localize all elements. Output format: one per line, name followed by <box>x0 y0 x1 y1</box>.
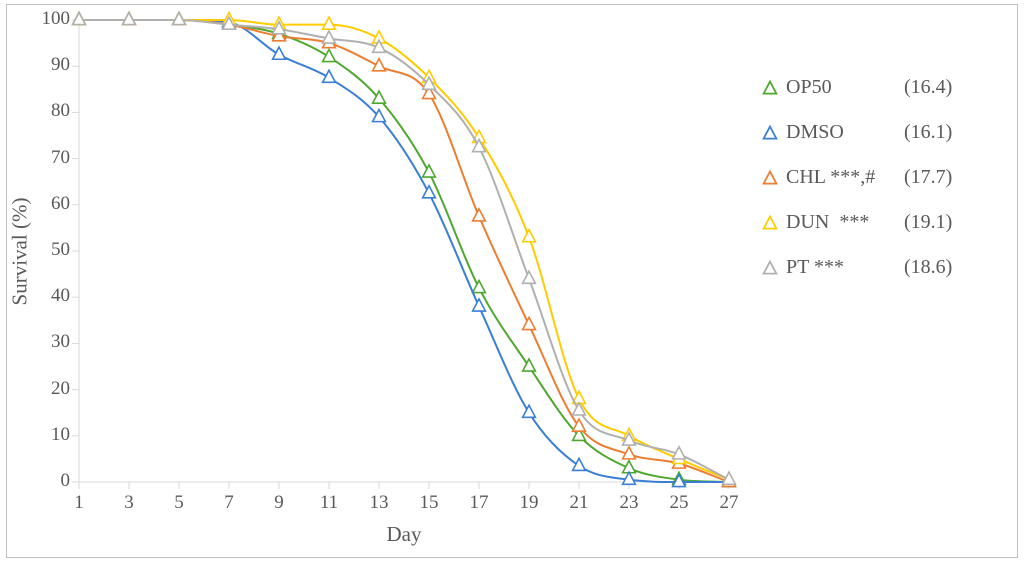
legend-series-label: DMSO <box>786 121 904 144</box>
legend-item-chl: CHL ***,#(17.7) <box>760 166 1010 189</box>
y-tick-label: 90 <box>32 54 70 76</box>
triangle-marker-icon <box>760 215 780 231</box>
x-tick-label: 19 <box>517 492 541 514</box>
x-tick-label: 7 <box>217 492 241 514</box>
x-tick-label: 25 <box>667 492 691 514</box>
x-tick-label: 1 <box>67 492 91 514</box>
x-tick-label: 17 <box>467 492 491 514</box>
legend-item-pt: PT ***(18.6) <box>760 256 1010 279</box>
x-axis-label: Day <box>79 522 729 547</box>
legend-series-label: OP50 <box>786 76 904 99</box>
y-tick-label: 10 <box>32 424 70 446</box>
y-tick-label: 50 <box>32 239 70 261</box>
x-tick-label: 9 <box>267 492 291 514</box>
legend-item-dmso: DMSO(16.1) <box>760 121 1010 144</box>
triangle-marker-icon <box>760 260 780 276</box>
x-tick-label: 23 <box>617 492 641 514</box>
legend-series-label: CHL ***,# <box>786 166 904 189</box>
plot-area <box>79 20 729 482</box>
x-tick-label: 5 <box>167 492 191 514</box>
y-tick-label: 20 <box>32 378 70 400</box>
legend-item-op50: OP50(16.4) <box>760 76 1010 99</box>
y-axis-label: Survival (%) <box>10 20 30 482</box>
legend-series-label: PT *** <box>786 256 904 279</box>
x-tick-label: 15 <box>417 492 441 514</box>
y-tick-label: 40 <box>32 285 70 307</box>
y-tick-label: 60 <box>32 193 70 215</box>
triangle-marker-icon <box>760 125 780 141</box>
legend-series-value: (19.1) <box>904 211 952 234</box>
legend-series-value: (16.1) <box>904 121 952 144</box>
x-tick-label: 3 <box>117 492 141 514</box>
x-tick-label: 11 <box>317 492 341 514</box>
y-tick-label: 100 <box>32 8 70 30</box>
x-tick-label: 27 <box>717 492 741 514</box>
x-tick-label: 21 <box>567 492 591 514</box>
legend-series-value: (18.6) <box>904 256 952 279</box>
y-tick-label: 70 <box>32 147 70 169</box>
legend-series-value: (17.7) <box>904 166 952 189</box>
legend-series-label: DUN *** <box>786 211 904 234</box>
triangle-marker-icon <box>760 80 780 96</box>
x-tick-label: 13 <box>367 492 391 514</box>
legend-series-value: (16.4) <box>904 76 952 99</box>
legend-item-dun: DUN ***(19.1) <box>760 211 1010 234</box>
y-tick-label: 80 <box>32 100 70 122</box>
y-tick-label: 0 <box>32 470 70 492</box>
y-tick-label: 30 <box>32 331 70 353</box>
legend: OP50(16.4)DMSO(16.1)CHL ***,#(17.7)DUN *… <box>760 76 1010 301</box>
triangle-marker-icon <box>760 170 780 186</box>
